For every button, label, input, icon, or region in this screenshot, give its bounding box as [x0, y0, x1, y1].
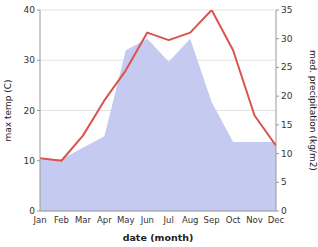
x-tick-label: Oct — [226, 215, 241, 225]
y2-tick — [276, 211, 279, 212]
y-tick-label: 20 — [24, 106, 36, 116]
grid — [40, 10, 276, 211]
y2-tick-label: 35 — [281, 5, 292, 15]
y2-tick-label: 30 — [281, 34, 293, 44]
plot-area — [40, 10, 276, 211]
y-tick-label: 10 — [24, 156, 36, 166]
y2-tick — [276, 182, 279, 183]
y2-tick — [276, 10, 279, 11]
y-tick — [37, 211, 40, 212]
y2-tick-label: 20 — [281, 91, 293, 101]
y-tick — [37, 60, 40, 61]
x-axis-title: date (month) — [123, 232, 194, 243]
x-tick-label: Sep — [204, 215, 220, 225]
y2-tick-label: 25 — [281, 62, 292, 72]
y2-tick — [276, 96, 279, 97]
y2-tick — [276, 124, 279, 125]
precipitation-area — [40, 39, 276, 211]
x-tick-label: Apr — [97, 215, 112, 225]
y2-tick-label: 10 — [281, 149, 293, 159]
grid-line — [40, 10, 276, 11]
x-tick-label: Jan — [32, 215, 46, 225]
y-axis-title: max temp (C) — [3, 79, 13, 141]
x-tick-label: Jul — [163, 215, 174, 225]
y2-axis-line — [276, 10, 277, 211]
temperature-line — [40, 10, 276, 161]
x-tick-label: Jun — [140, 215, 154, 225]
y-tick — [37, 10, 40, 11]
x-axis-line — [40, 211, 276, 212]
y2-tick-label: 15 — [281, 120, 292, 130]
y-tick-label: 40 — [24, 5, 36, 15]
x-tick-label: Mar — [75, 215, 92, 225]
y-tick-label: 30 — [24, 55, 36, 65]
y2-axis-title: med. precipitation (kg/m2) — [308, 50, 318, 171]
y-tick — [37, 160, 40, 161]
x-tick-label: Dec — [268, 215, 285, 225]
grid-line — [40, 211, 276, 212]
x-tick-label: Aug — [182, 215, 199, 225]
axes: 01020304005101520253035JanFebMarAprMayJu… — [24, 5, 293, 225]
y2-tick — [276, 38, 279, 39]
chart: 01020304005101520253035JanFebMarAprMayJu… — [0, 0, 318, 247]
x-tick-label: Nov — [246, 215, 263, 225]
y-tick — [37, 110, 40, 111]
x-tick-label: Feb — [54, 215, 69, 225]
y2-tick-label: 5 — [281, 177, 287, 187]
chart-container: 01020304005101520253035JanFebMarAprMayJu… — [0, 0, 318, 247]
x-tick-label: May — [117, 215, 135, 225]
y2-tick — [276, 67, 279, 68]
y2-tick — [276, 153, 279, 154]
